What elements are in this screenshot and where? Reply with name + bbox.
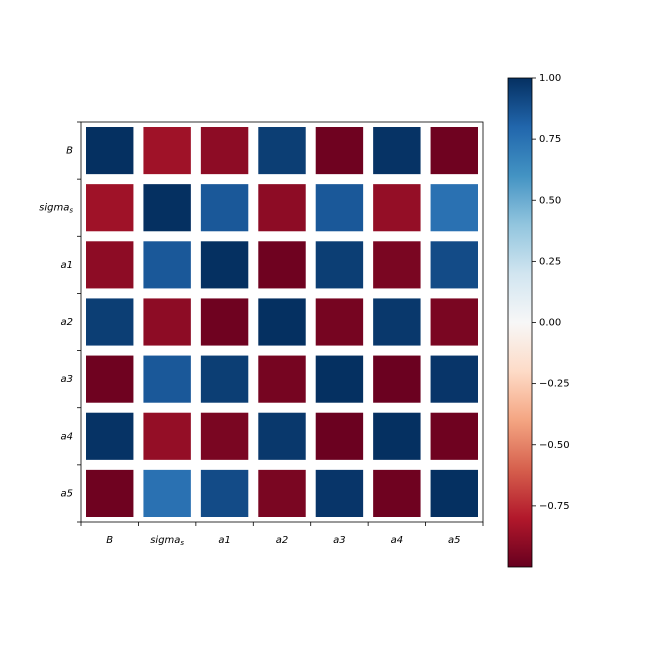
colorbar-tick-label: −0.25 xyxy=(539,379,570,390)
heatmap-cell-a5-a5 xyxy=(430,469,478,517)
heatmap-cell-a4-a1 xyxy=(200,412,249,460)
x-tick-label-a3: a3 xyxy=(333,535,346,546)
heatmap-cell-sigmas-B xyxy=(86,184,134,232)
heatmap-cell-a4-sigmas xyxy=(143,412,191,460)
colorbar-tick-label: 0.00 xyxy=(539,318,561,329)
y-tick-label-sigmas: sigmas xyxy=(39,203,73,215)
heatmap-cell-a5-a4 xyxy=(373,469,421,517)
colorbar-tick-label: 0.50 xyxy=(539,195,561,206)
heatmap-cell-B-a1 xyxy=(200,127,249,175)
heatmap-cell-sigmas-a4 xyxy=(373,184,421,232)
heatmap-cell-sigmas-a1 xyxy=(200,184,249,232)
heatmap-cell-B-sigmas xyxy=(143,127,191,175)
heatmap-cell-a2-a1 xyxy=(200,298,249,346)
x-tick-label-a1: a1 xyxy=(218,535,231,546)
heatmap-cell-a5-sigmas xyxy=(143,469,191,517)
heatmap-cell-a3-sigmas xyxy=(143,355,191,403)
colorbar-tick-label: 1.00 xyxy=(539,73,561,84)
heatmap-cell-a4-a3 xyxy=(315,412,364,460)
heatmap-cell-a1-a2 xyxy=(258,241,306,289)
heatmap-cell-a1-a4 xyxy=(373,241,421,289)
x-tick-label-a2: a2 xyxy=(276,535,289,546)
heatmap-cell-a1-sigmas xyxy=(143,241,191,289)
heatmap-cells xyxy=(86,127,478,517)
x-tick-label-a5: a5 xyxy=(448,535,461,546)
heatmap-cell-a5-a1 xyxy=(200,469,249,517)
heatmap-cell-a4-a5 xyxy=(430,412,478,460)
heatmap-cell-sigmas-a5 xyxy=(430,184,478,232)
heatmap-cell-a3-a4 xyxy=(373,355,421,403)
heatmap-cell-a4-B xyxy=(86,412,134,460)
x-tick-label-a4: a4 xyxy=(391,535,404,546)
heatmap-cell-a3-a3 xyxy=(315,355,364,403)
heatmap-cell-a1-a3 xyxy=(315,241,364,289)
colorbar-tick-label: 0.75 xyxy=(539,134,561,145)
heatmap-cell-a2-a2 xyxy=(258,298,306,346)
heatmap-cell-a5-B xyxy=(86,469,134,517)
heatmap-cell-a4-a4 xyxy=(373,412,421,460)
heatmap-cell-sigmas-a2 xyxy=(258,184,306,232)
heatmap-cell-a4-a2 xyxy=(258,412,306,460)
heatmap-cell-B-a2 xyxy=(258,127,306,175)
heatmap-cell-a2-B xyxy=(86,298,134,346)
heatmap-cell-a3-a5 xyxy=(430,355,478,403)
colorbar-tick-label: 0.25 xyxy=(539,256,561,267)
y-tick-label-a2: a2 xyxy=(61,317,74,328)
heatmap-cell-a5-a3 xyxy=(315,469,364,517)
y-tick-label-a5: a5 xyxy=(61,488,74,499)
heatmap-cell-a1-a1 xyxy=(200,241,249,289)
y-tick-label-a3: a3 xyxy=(61,374,74,385)
heatmap-cell-a2-a3 xyxy=(315,298,364,346)
colorbar-tick-label: −0.75 xyxy=(539,501,570,512)
x-tick-label-sigmas: sigmas xyxy=(150,535,184,547)
heatmap-cell-B-a3 xyxy=(315,127,364,175)
heatmap-cell-a2-a5 xyxy=(430,298,478,346)
x-tick-label-B: B xyxy=(106,535,113,546)
plot-frame xyxy=(80,121,484,523)
heatmap-cell-a5-a2 xyxy=(258,469,306,517)
heatmap-cell-a2-sigmas xyxy=(143,298,191,346)
heatmap-cell-a1-B xyxy=(86,241,134,289)
heatmap-cell-B-a4 xyxy=(373,127,421,175)
heatmap-cell-B-B xyxy=(86,127,134,175)
heatmap-cell-a3-B xyxy=(86,355,134,403)
y-tick-label-a4: a4 xyxy=(61,431,74,442)
heatmap-cell-B-a5 xyxy=(430,127,478,175)
heatmap-cell-a2-a4 xyxy=(373,298,421,346)
heatmap-cell-sigmas-a3 xyxy=(315,184,364,232)
heatmap-cell-a3-a1 xyxy=(200,355,249,403)
y-tick-label-B: B xyxy=(66,146,73,157)
heatmap-cell-a1-a5 xyxy=(430,241,478,289)
colorbar-gradient xyxy=(507,77,533,568)
colorbar-tick-label: −0.50 xyxy=(539,440,570,451)
y-tick-label-a1: a1 xyxy=(61,260,74,271)
heatmap-cell-sigmas-sigmas xyxy=(143,184,191,232)
heatmap-cell-a3-a2 xyxy=(258,355,306,403)
colorbar: 1.00 0.75 0.50 0.25 0.00 −0.25 −0.50 −0.75 xyxy=(507,73,570,568)
